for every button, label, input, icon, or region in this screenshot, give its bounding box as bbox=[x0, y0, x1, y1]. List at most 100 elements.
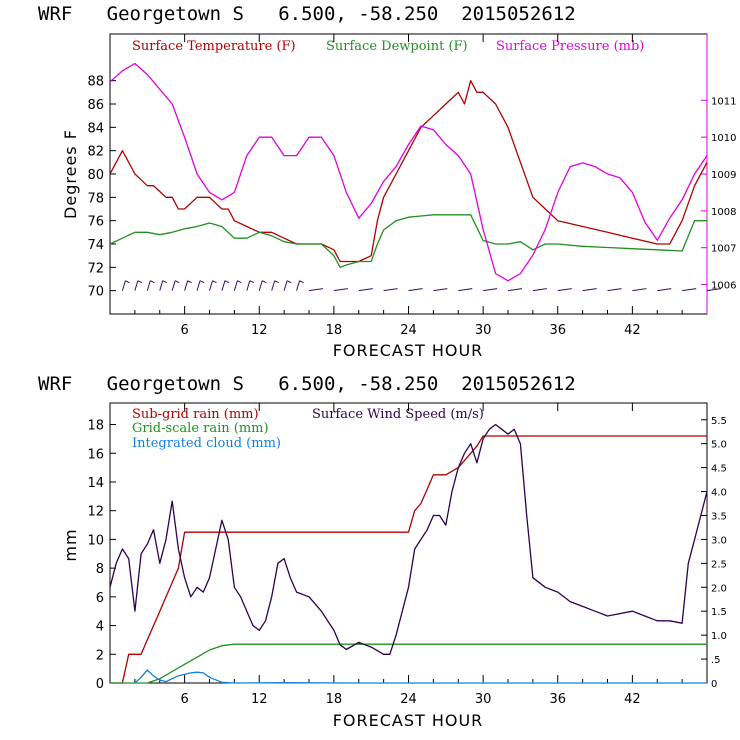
wind-barb bbox=[221, 280, 226, 291]
top-y-tick-label: 88 bbox=[87, 75, 104, 90]
wind-barb-flag bbox=[274, 280, 279, 284]
legend-surface-wind-speed: Surface Wind Speed (m/s) bbox=[312, 407, 484, 422]
bottom-y2-tick-label: 2.5 bbox=[711, 559, 727, 570]
bottom-y-tick-label: 14 bbox=[87, 476, 104, 491]
wind-barb bbox=[706, 288, 722, 292]
wind-barb bbox=[433, 288, 448, 292]
bottom-y2-tick-label: 0 bbox=[711, 679, 717, 690]
wind-barb-flag bbox=[249, 280, 255, 284]
bottom-y-tick-label: 10 bbox=[87, 533, 104, 548]
series-line-surface-wind-speed-m-s bbox=[109, 423, 708, 655]
wind-barb-flag bbox=[262, 280, 267, 284]
bottom-y2-tick-label: 3.5 bbox=[711, 511, 727, 522]
wind-barb-flag bbox=[286, 280, 292, 284]
wind-barb bbox=[209, 280, 213, 291]
bottom-x-ticks: 6 12 18 24 30 36 42 bbox=[134, 403, 683, 707]
bottom-y2-tick-label: 4.5 bbox=[711, 464, 727, 475]
bottom-y2-tick-label: .5 bbox=[711, 655, 721, 666]
top-y-axis-label: Degrees F bbox=[61, 129, 80, 219]
wind-barb bbox=[507, 288, 523, 292]
wind-barb bbox=[296, 280, 301, 291]
top-x-tick-label: 6 bbox=[180, 323, 188, 338]
legend-grid-scale-rain: Grid-scale rain (mm) bbox=[132, 421, 269, 436]
wind-barb bbox=[607, 288, 622, 292]
wind-barb bbox=[333, 288, 348, 292]
top-y2-tick-label: 1007 bbox=[711, 244, 736, 255]
wind-barb-flag bbox=[212, 280, 217, 284]
series-line-surface-dewpoint-f bbox=[109, 214, 707, 268]
top-x-tick-label: 30 bbox=[475, 323, 492, 338]
bottom-x-tick-label: 18 bbox=[326, 692, 343, 707]
wind-barb bbox=[657, 288, 672, 292]
wind-barb bbox=[483, 288, 498, 292]
top-chart-title: WRF Georgetown S 6.500, -58.250 20150526… bbox=[38, 3, 576, 25]
top-y-tick-label: 72 bbox=[87, 261, 104, 276]
bottom-legend: Sub-grid rain (mm) Grid-scale rain (mm) … bbox=[132, 407, 484, 451]
legend-sub-grid-rain: Sub-grid rain (mm) bbox=[132, 407, 259, 422]
top-right-ticks: 1006 1007 1008 1009 1010 1011 bbox=[701, 96, 736, 292]
top-y-tick-label: 86 bbox=[87, 98, 104, 113]
wind-barb bbox=[557, 288, 572, 292]
top-y2-tick-label: 1011 bbox=[711, 96, 736, 107]
bottom-y2-tick-label: 4.0 bbox=[711, 488, 727, 499]
wind-barb-flag bbox=[162, 280, 167, 284]
bottom-x-tick-label: 24 bbox=[400, 692, 417, 707]
wind-barb bbox=[196, 280, 201, 291]
bottom-y2-tick-label: 2.0 bbox=[711, 583, 727, 594]
wind-barb-flag bbox=[125, 280, 130, 284]
bottom-y-axis-label: mm bbox=[61, 528, 80, 561]
wind-barb bbox=[383, 288, 398, 292]
bottom-y-tick-label: 4 bbox=[96, 620, 104, 635]
bottom-y2-tick-label: 5.0 bbox=[711, 440, 727, 451]
bottom-y-tick-label: 18 bbox=[87, 419, 104, 434]
top-left-ticks: 70 72 74 76 78 80 82 84 86 88 bbox=[87, 75, 116, 300]
wind-barb bbox=[271, 280, 276, 291]
wind-barb-flag bbox=[224, 280, 230, 284]
temperature-panel: WRF Georgetown S 6.500, -58.250 20150526… bbox=[38, 3, 736, 360]
top-series-group bbox=[109, 62, 722, 292]
wind-barb bbox=[632, 288, 647, 292]
top-y-tick-label: 82 bbox=[87, 145, 104, 160]
top-y-tick-label: 80 bbox=[87, 168, 104, 183]
top-x-ticks: 6 12 18 24 30 36 42 bbox=[134, 34, 683, 338]
top-legend: Surface Temperature (F) Surface Dewpoint… bbox=[132, 39, 644, 54]
bottom-y-tick-label: 6 bbox=[96, 591, 104, 606]
legend-integrated-cloud: Integrated cloud (mm) bbox=[132, 436, 281, 451]
wind-barb-flag bbox=[150, 280, 155, 284]
top-x-tick-label: 18 bbox=[326, 323, 343, 338]
wind-barb-flag bbox=[187, 280, 192, 284]
wind-barb bbox=[146, 280, 151, 291]
wind-barb bbox=[246, 280, 251, 291]
bottom-chart-title: WRF Georgetown S 6.500, -58.250 20150526… bbox=[38, 373, 576, 395]
bottom-left-ticks: 0 2 4 6 8 10 12 14 16 18 bbox=[87, 419, 116, 692]
wind-barb bbox=[171, 280, 176, 291]
top-y-tick-label: 76 bbox=[87, 215, 104, 230]
top-x-tick-label: 12 bbox=[251, 323, 268, 338]
wind-barb bbox=[458, 288, 473, 292]
top-y2-tick-label: 1010 bbox=[711, 133, 736, 144]
wind-barb bbox=[308, 288, 324, 292]
wind-barb bbox=[283, 280, 288, 291]
series-line-integrated-cloud-mm bbox=[134, 669, 707, 684]
bottom-x-tick-label: 30 bbox=[475, 692, 492, 707]
bottom-x-tick-label: 42 bbox=[624, 692, 641, 707]
legend-surface-temperature: Surface Temperature (F) bbox=[132, 39, 296, 54]
legend-surface-dewpoint: Surface Dewpoint (F) bbox=[326, 39, 468, 54]
bottom-y-tick-label: 12 bbox=[87, 505, 104, 520]
top-y-tick-label: 78 bbox=[87, 191, 104, 206]
wind-barb-flag bbox=[299, 280, 304, 284]
bottom-x-axis-label: FORECAST HOUR bbox=[333, 711, 484, 730]
top-x-tick-label: 42 bbox=[624, 323, 641, 338]
wind-barb bbox=[258, 280, 263, 291]
bottom-y2-tick-label: 5.5 bbox=[711, 416, 727, 427]
bottom-y-tick-label: 16 bbox=[87, 447, 104, 462]
wind-barb bbox=[233, 280, 238, 291]
wind-barb-flag bbox=[237, 280, 242, 284]
bottom-x-tick-label: 36 bbox=[549, 692, 566, 707]
series-line-sub-grid-rain-mm bbox=[110, 435, 707, 684]
top-x-tick-label: 36 bbox=[549, 323, 566, 338]
bottom-y-tick-label: 0 bbox=[96, 677, 104, 692]
top-x-axis-label: FORECAST HOUR bbox=[333, 341, 484, 360]
bottom-y2-tick-label: 3.0 bbox=[711, 535, 727, 546]
